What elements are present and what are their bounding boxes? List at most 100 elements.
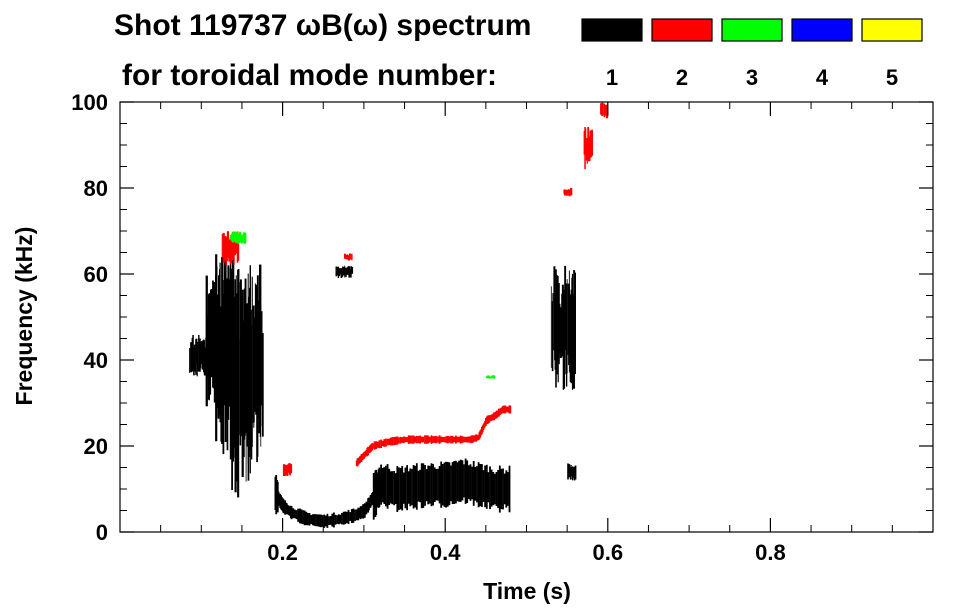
mode-2-ridge-seg	[428, 436, 431, 443]
mode-1-ridge-seg	[505, 470, 508, 508]
mode-1-stroke	[249, 287, 250, 450]
legend-swatch-3	[721, 18, 783, 42]
mode-3-blob-0	[229, 231, 247, 244]
legend-swatch-1	[581, 18, 643, 42]
mode-3-stroke	[239, 234, 242, 242]
legend-label-1: 1	[606, 65, 618, 90]
mode-1-ridge-seg	[388, 468, 391, 505]
mode-3-stroke	[242, 235, 244, 243]
mode-1-stroke	[550, 286, 552, 368]
mode-1-ridge-seg	[302, 510, 304, 525]
mode-1-ridge-seg	[313, 514, 316, 526]
mode-1-stroke	[562, 292, 564, 390]
mode-1-ridge-seg	[295, 510, 298, 520]
mode-2-ridge-seg	[430, 435, 433, 444]
chart-title-group: Shot 119737 ωB(ω) spectrum for toroidal …	[114, 9, 531, 92]
mode-1-ridge-seg	[498, 465, 501, 513]
mode-3-stroke	[488, 376, 491, 379]
y-tick-label: 60	[84, 262, 108, 287]
mode-1-stroke	[219, 262, 221, 423]
mode-1-ridge-seg	[292, 508, 295, 519]
mode-2-ridge-seg	[417, 435, 420, 444]
mode-2-stroke	[345, 254, 348, 260]
mode-1-stroke	[192, 335, 194, 367]
mode-2-ridge-seg	[458, 436, 460, 443]
mode-2-ridge-seg	[389, 437, 392, 446]
mode-2-ridge-seg	[463, 436, 465, 443]
mode-2-ridge-seg	[394, 436, 397, 445]
mode-1-ridge-seg	[342, 511, 345, 525]
mode-1-ridge-seg	[385, 465, 387, 507]
mode-1-ridge-seg	[305, 511, 308, 526]
mode-1-ridge-seg	[294, 509, 296, 519]
mode-1-ridge-seg	[326, 513, 329, 528]
mode-1-stroke	[253, 327, 255, 428]
mode-2-ridge-seg	[461, 436, 464, 443]
y-tick-label: 0	[96, 520, 108, 545]
mode-1-ridge-seg	[502, 468, 504, 510]
mode-1-ridge-seg	[297, 508, 299, 522]
mode-1-stroke	[552, 293, 554, 372]
mode-2-stroke	[237, 241, 240, 261]
mode-3-stroke	[487, 375, 490, 379]
mode-1-ridge-seg	[482, 470, 485, 502]
mode-1-ridge-seg	[406, 465, 408, 511]
mode-1-stroke	[351, 266, 354, 274]
mode-1-ridge-seg	[407, 471, 410, 504]
mode-2-ridge-seg	[468, 436, 470, 443]
mode-2-stroke	[584, 127, 586, 170]
mode-1-ridge-seg	[484, 465, 486, 508]
mode-2-stroke	[603, 103, 605, 118]
mode-1-ridge-seg	[497, 470, 499, 508]
mode-2-stroke	[284, 464, 287, 476]
mode-1-ridge-seg	[337, 514, 340, 525]
mode-3-stroke	[245, 233, 247, 243]
mode-1-ridge-seg	[456, 462, 459, 502]
mode-1-stroke	[251, 276, 253, 447]
mode-1-stroke	[574, 290, 575, 350]
mode-1-ridge-seg	[412, 465, 415, 509]
mode-2-stroke	[221, 233, 223, 258]
mode-1-ridge-seg	[300, 509, 303, 524]
mode-1-stroke	[221, 258, 223, 437]
mode-1-ridge-seg	[459, 459, 462, 502]
mode-3-blob-1	[486, 375, 496, 379]
mode-1-ridge-seg	[352, 508, 355, 523]
mode-2-stroke	[569, 189, 571, 195]
mode-1-ridge-seg	[500, 468, 503, 510]
mode-1-stroke	[218, 282, 220, 401]
mode-1-ridge-seg	[394, 473, 397, 504]
y-tick-label: 20	[84, 434, 108, 459]
mode-2-stroke	[235, 237, 237, 254]
mode-1-stroke	[240, 335, 243, 432]
mode-2-stroke	[606, 106, 608, 117]
mode-2-stroke	[224, 239, 226, 258]
mode-1-ridge-seg	[419, 469, 421, 503]
series-mode-1	[189, 249, 577, 528]
mode-1-ridge-seg	[433, 467, 436, 502]
mode-1-stroke	[257, 334, 259, 457]
mode-2-ridge-seg	[398, 437, 400, 444]
mode-2-stroke	[351, 253, 353, 261]
mode-1-ridge-seg	[461, 460, 464, 501]
mode-1-stroke	[336, 266, 339, 276]
mode-1-stroke	[551, 301, 553, 372]
mode-2-ridge-seg	[393, 437, 395, 446]
mode-2-stroke	[230, 237, 232, 260]
mode-1-ridge-seg	[495, 472, 498, 506]
mode-2-stroke	[602, 105, 604, 116]
mode-1-ridge-seg	[508, 465, 511, 513]
legend-swatch-5	[861, 18, 923, 42]
mode-1-ridge-seg	[420, 463, 423, 509]
mode-2-ridge-seg	[383, 439, 386, 447]
mode-2-blob-1	[563, 188, 573, 197]
mode-2-ridge-seg	[453, 436, 456, 443]
mode-2-blob-2	[583, 127, 593, 170]
mode-1-ridge-seg	[389, 471, 392, 504]
mode-1-ridge-seg	[450, 465, 452, 502]
mode-1-ridge-seg	[438, 466, 441, 504]
mode-1-ridge-seg	[455, 460, 457, 504]
mode-1-stroke	[554, 294, 556, 370]
mode-1-ridge-seg	[321, 515, 324, 527]
mode-2-ridge-seg	[378, 440, 381, 449]
